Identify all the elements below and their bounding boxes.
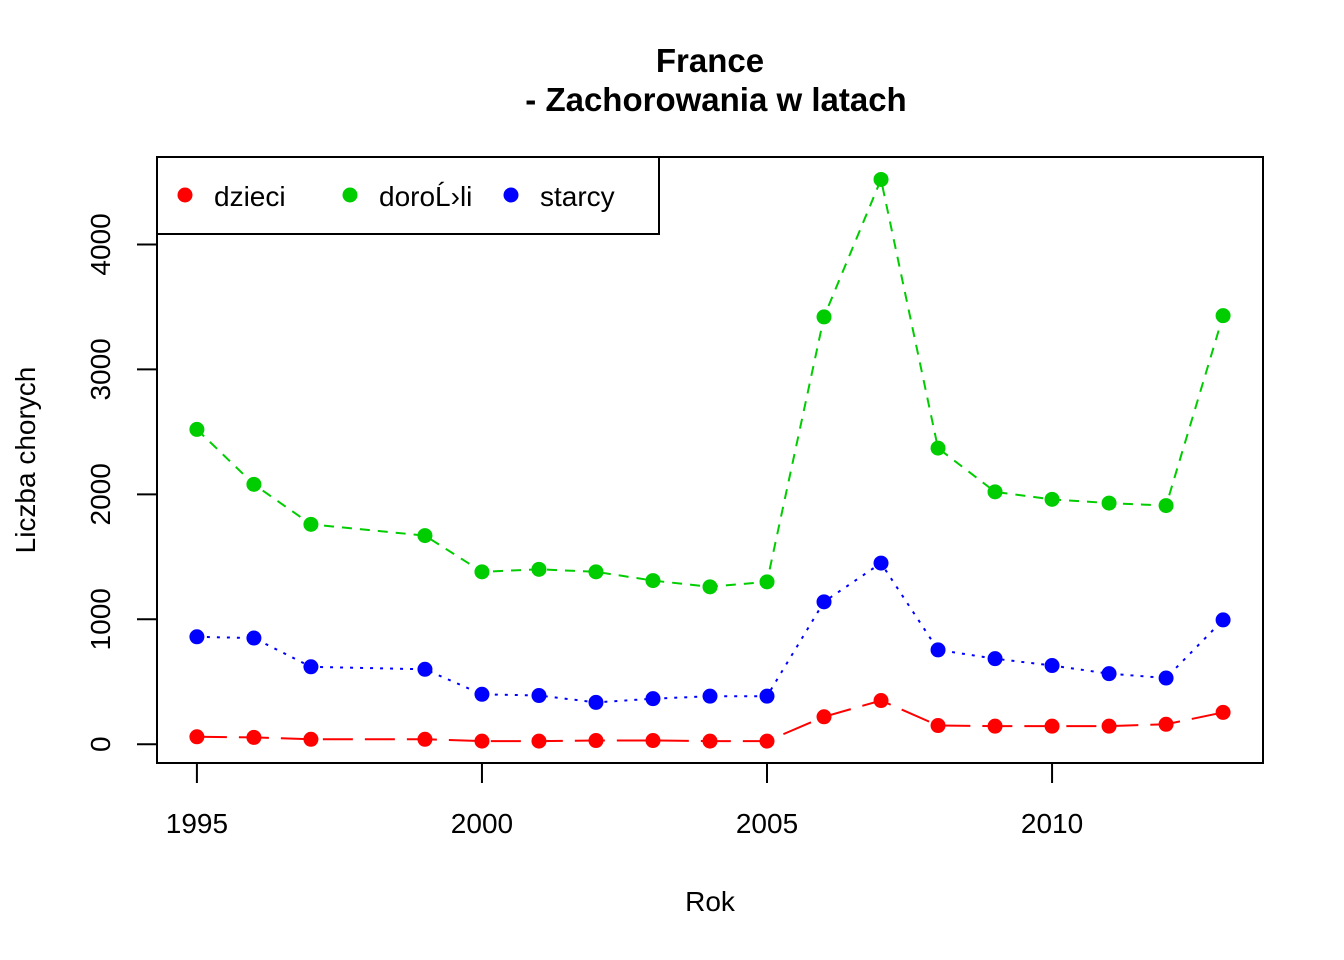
- data-point-doroĹ›li-2007: [873, 171, 889, 187]
- data-point-doroĹ›li-2009: [987, 484, 1003, 500]
- data-point-dzieci-2012: [1158, 716, 1174, 732]
- data-point-dzieci-2002: [588, 733, 604, 749]
- data-point-doroĹ›li-2008: [930, 440, 946, 456]
- data-point-dzieci-1999: [417, 731, 433, 747]
- data-point-dzieci-2010: [1044, 718, 1060, 734]
- data-point-starcy-2000: [474, 686, 490, 702]
- data-point-starcy-2011: [1101, 666, 1117, 682]
- data-point-dzieci-1997: [303, 731, 319, 747]
- legend-box: [156, 156, 660, 235]
- data-point-starcy-2010: [1044, 658, 1060, 674]
- data-point-starcy-2009: [987, 651, 1003, 667]
- legend-label-starcy: starcy: [540, 181, 615, 212]
- data-point-doroĹ›li-2012: [1158, 498, 1174, 514]
- data-point-starcy-2001: [531, 688, 547, 704]
- chart-title-line2: - Zachorowania w latach: [525, 81, 906, 118]
- data-point-dzieci-1995: [189, 729, 205, 745]
- y-axis-label: Liczba chorych: [10, 367, 41, 554]
- y-tick-label-0: 0: [85, 736, 116, 752]
- data-point-doroĹ›li-1999: [417, 528, 433, 544]
- y-tick-label-2000: 2000: [85, 463, 116, 525]
- data-point-dzieci-2009: [987, 718, 1003, 734]
- y-tick-label-1000: 1000: [85, 588, 116, 650]
- legend-marker-starcy: [503, 187, 519, 203]
- x-axis: 1995 2000 2005 2010: [166, 762, 1083, 839]
- data-point-doroĹ›li-2006: [816, 309, 832, 325]
- data-point-doroĹ›li-1995: [189, 421, 205, 437]
- data-point-doroĹ›li-1996: [246, 476, 262, 492]
- data-point-starcy-2008: [930, 642, 946, 658]
- data-point-dzieci-2000: [474, 733, 490, 749]
- data-point-doroĹ›li-2011: [1101, 495, 1117, 511]
- x-tick-label-2005: 2005: [736, 808, 798, 839]
- data-point-doroĹ›li-2004: [702, 579, 718, 595]
- x-tick-label-2010: 2010: [1021, 808, 1083, 839]
- data-point-doroĹ›li-2001: [531, 561, 547, 577]
- legend-marker-doroĹ›li: [342, 187, 358, 203]
- data-point-dzieci-2011: [1101, 718, 1117, 734]
- x-axis-label: Rok: [685, 886, 736, 917]
- legend-label-dzieci: dzieci: [214, 181, 286, 212]
- data-point-starcy-1996: [246, 630, 262, 646]
- data-point-starcy-1995: [189, 629, 205, 645]
- data-point-dzieci-2008: [930, 718, 946, 734]
- data-point-doroĹ›li-2010: [1044, 491, 1060, 507]
- data-point-doroĹ›li-2003: [645, 573, 661, 589]
- data-point-dzieci-2013: [1215, 704, 1231, 720]
- data-point-dzieci-2007: [873, 693, 889, 709]
- data-point-doroĹ›li-1997: [303, 516, 319, 532]
- series-line-doroĹ›li: [196, 176, 1225, 588]
- y-tick-label-4000: 4000: [85, 213, 116, 275]
- data-point-doroĹ›li-2002: [588, 564, 604, 580]
- plot-frame: [156, 156, 1264, 764]
- data-point-starcy-2002: [588, 694, 604, 710]
- legend-marker-dzieci: [177, 187, 193, 203]
- data-point-starcy-2012: [1158, 670, 1174, 686]
- data-point-starcy-2005: [759, 688, 775, 704]
- data-point-doroĹ›li-2000: [474, 564, 490, 580]
- data-point-dzieci-2003: [645, 733, 661, 749]
- y-axis: 0 1000 2000 3000 4000: [85, 213, 158, 752]
- legend: dzieci doroĹ›li starcy: [156, 156, 660, 235]
- data-point-dzieci-2004: [702, 733, 718, 749]
- data-point-starcy-2004: [702, 688, 718, 704]
- legend-label-doroĹ›li: doroĹ›li: [379, 181, 472, 212]
- data-point-starcy-1997: [303, 659, 319, 675]
- chart-title-line1: France: [656, 42, 764, 79]
- data-point-dzieci-2005: [759, 733, 775, 749]
- data-point-doroĹ›li-2013: [1215, 308, 1231, 324]
- data-point-starcy-2013: [1215, 612, 1231, 628]
- data-point-starcy-2007: [873, 555, 889, 571]
- series-line-starcy: [196, 561, 1224, 704]
- data-point-starcy-2006: [816, 594, 832, 610]
- data-point-dzieci-2006: [816, 709, 832, 725]
- series-layer: [189, 171, 1231, 749]
- data-point-starcy-1999: [417, 661, 433, 677]
- x-tick-label-1995: 1995: [166, 808, 228, 839]
- data-point-dzieci-2001: [531, 733, 547, 749]
- data-point-dzieci-1996: [246, 729, 262, 745]
- data-point-starcy-2003: [645, 691, 661, 707]
- y-tick-label-3000: 3000: [85, 338, 116, 400]
- x-tick-label-2000: 2000: [451, 808, 513, 839]
- data-point-doroĹ›li-2005: [759, 574, 775, 590]
